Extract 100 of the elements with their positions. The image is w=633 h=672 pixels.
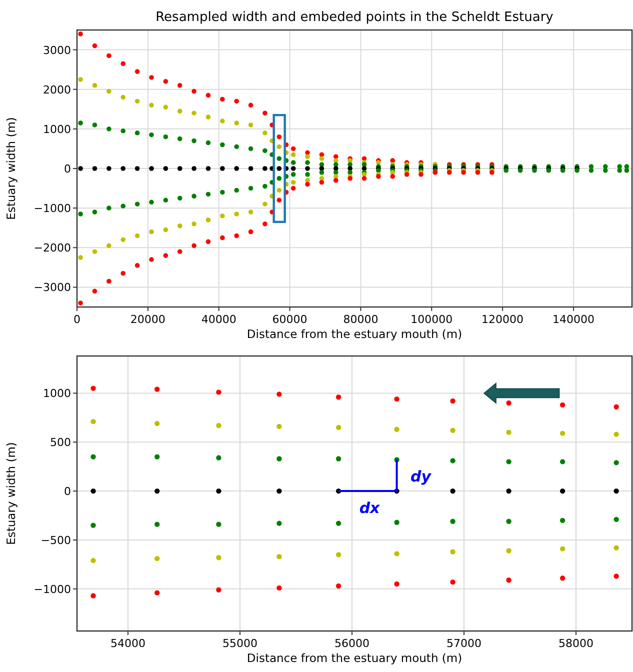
point bbox=[560, 576, 566, 581]
point bbox=[394, 520, 400, 525]
point bbox=[560, 402, 566, 408]
point bbox=[234, 166, 239, 171]
point bbox=[177, 249, 182, 254]
point bbox=[106, 126, 112, 132]
point bbox=[560, 518, 566, 524]
point bbox=[154, 454, 160, 460]
point bbox=[290, 160, 296, 165]
point bbox=[206, 92, 211, 98]
point bbox=[305, 166, 310, 171]
annotation: dy bbox=[410, 468, 432, 486]
point bbox=[248, 229, 254, 234]
point bbox=[154, 488, 160, 494]
point bbox=[603, 168, 608, 173]
point bbox=[92, 249, 98, 254]
point bbox=[90, 593, 96, 598]
point bbox=[92, 43, 98, 48]
point bbox=[177, 83, 182, 88]
point bbox=[234, 98, 239, 104]
point bbox=[149, 75, 154, 80]
point bbox=[106, 88, 112, 94]
point bbox=[192, 194, 196, 199]
point bbox=[450, 488, 456, 494]
point bbox=[276, 392, 282, 397]
point bbox=[234, 212, 239, 216]
point bbox=[276, 176, 282, 181]
point bbox=[192, 110, 196, 116]
y-tick-label: 1000 bbox=[43, 387, 71, 400]
point bbox=[163, 134, 168, 140]
point bbox=[78, 32, 83, 36]
point bbox=[149, 257, 154, 262]
point bbox=[262, 184, 268, 189]
point bbox=[506, 488, 512, 494]
point bbox=[206, 166, 211, 171]
point bbox=[319, 180, 324, 185]
y-axis-title: Estuary width (m) bbox=[4, 442, 18, 545]
point bbox=[120, 128, 126, 134]
point bbox=[394, 581, 400, 587]
point bbox=[192, 222, 196, 226]
point bbox=[290, 180, 296, 185]
point bbox=[154, 420, 160, 426]
point bbox=[177, 196, 182, 201]
point bbox=[134, 263, 140, 268]
point bbox=[220, 214, 225, 218]
point bbox=[216, 555, 222, 560]
point bbox=[305, 160, 310, 165]
point bbox=[336, 552, 342, 558]
point bbox=[276, 488, 282, 494]
point bbox=[290, 166, 296, 171]
point bbox=[216, 522, 222, 527]
y-tick-label: −500 bbox=[40, 534, 71, 547]
point bbox=[262, 130, 268, 136]
point bbox=[394, 551, 400, 556]
point bbox=[234, 120, 239, 126]
point bbox=[149, 102, 154, 108]
point bbox=[106, 206, 112, 210]
x-tick-label: 20000 bbox=[130, 313, 166, 326]
point bbox=[220, 166, 225, 171]
point bbox=[450, 458, 456, 464]
chart-title: Resampled width and embeded points in the Scheldt Estuary bbox=[156, 10, 554, 25]
point bbox=[92, 166, 98, 171]
x-tick-label: 80000 bbox=[343, 313, 378, 326]
point bbox=[134, 202, 140, 207]
point bbox=[276, 144, 282, 150]
point bbox=[262, 166, 268, 171]
point bbox=[560, 430, 566, 436]
y-tick-label: −1000 bbox=[34, 202, 71, 216]
point bbox=[276, 456, 282, 462]
y-tick-label: −1000 bbox=[34, 582, 71, 596]
point bbox=[305, 182, 310, 187]
point bbox=[276, 585, 282, 591]
point bbox=[506, 518, 512, 524]
point bbox=[216, 488, 222, 494]
point bbox=[617, 168, 622, 173]
point bbox=[134, 130, 140, 136]
point bbox=[134, 69, 140, 74]
point bbox=[506, 578, 512, 583]
point bbox=[206, 192, 211, 197]
point bbox=[614, 404, 619, 410]
point bbox=[134, 166, 140, 171]
point bbox=[276, 134, 282, 140]
point bbox=[149, 229, 154, 234]
point bbox=[333, 154, 338, 160]
point bbox=[177, 223, 182, 228]
point bbox=[163, 198, 168, 203]
point bbox=[450, 428, 456, 433]
point bbox=[319, 162, 324, 167]
point bbox=[560, 546, 566, 552]
y-tick-label: 2000 bbox=[43, 83, 71, 96]
point bbox=[290, 172, 296, 177]
point bbox=[90, 488, 96, 494]
point bbox=[90, 418, 96, 424]
point bbox=[248, 102, 254, 108]
point bbox=[154, 386, 160, 392]
annotation: dx bbox=[359, 499, 382, 518]
point bbox=[78, 255, 83, 260]
point bbox=[177, 166, 182, 171]
y-axis-title: Estuary width (m) bbox=[4, 117, 18, 220]
point bbox=[134, 233, 140, 238]
